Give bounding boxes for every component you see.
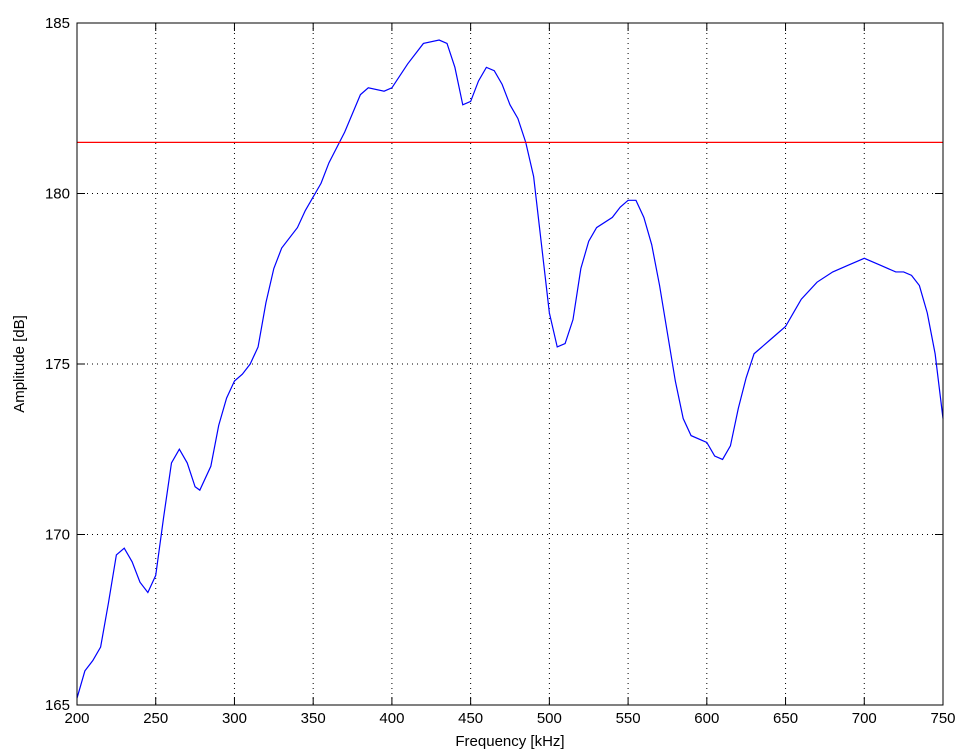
x-tick-label: 450 — [458, 710, 483, 727]
x-tick-label: 700 — [852, 710, 877, 727]
x-tick-label: 750 — [930, 710, 955, 727]
y-tick-label: 180 — [45, 186, 70, 203]
x-tick-label: 350 — [301, 710, 326, 727]
y-axis-label: Amplitude [dB] — [11, 315, 28, 413]
x-tick-label: 200 — [64, 710, 89, 727]
x-tick-label: 500 — [537, 710, 562, 727]
y-tick-label: 175 — [45, 356, 70, 373]
x-tick-label: 250 — [143, 710, 168, 727]
x-tick-label: 550 — [616, 710, 641, 727]
data-line — [76, 39, 944, 699]
x-axis-label: Frequency [kHz] — [455, 733, 564, 750]
y-tick-label: 185 — [45, 15, 70, 32]
x-tick-label: 400 — [379, 710, 404, 727]
x-tick-label: 300 — [222, 710, 247, 727]
x-tick-label: 650 — [773, 710, 798, 727]
y-tick-label: 170 — [45, 527, 70, 544]
y-tick-label: 165 — [45, 697, 70, 714]
x-tick-label: 600 — [694, 710, 719, 727]
plot-frame — [76, 22, 944, 706]
